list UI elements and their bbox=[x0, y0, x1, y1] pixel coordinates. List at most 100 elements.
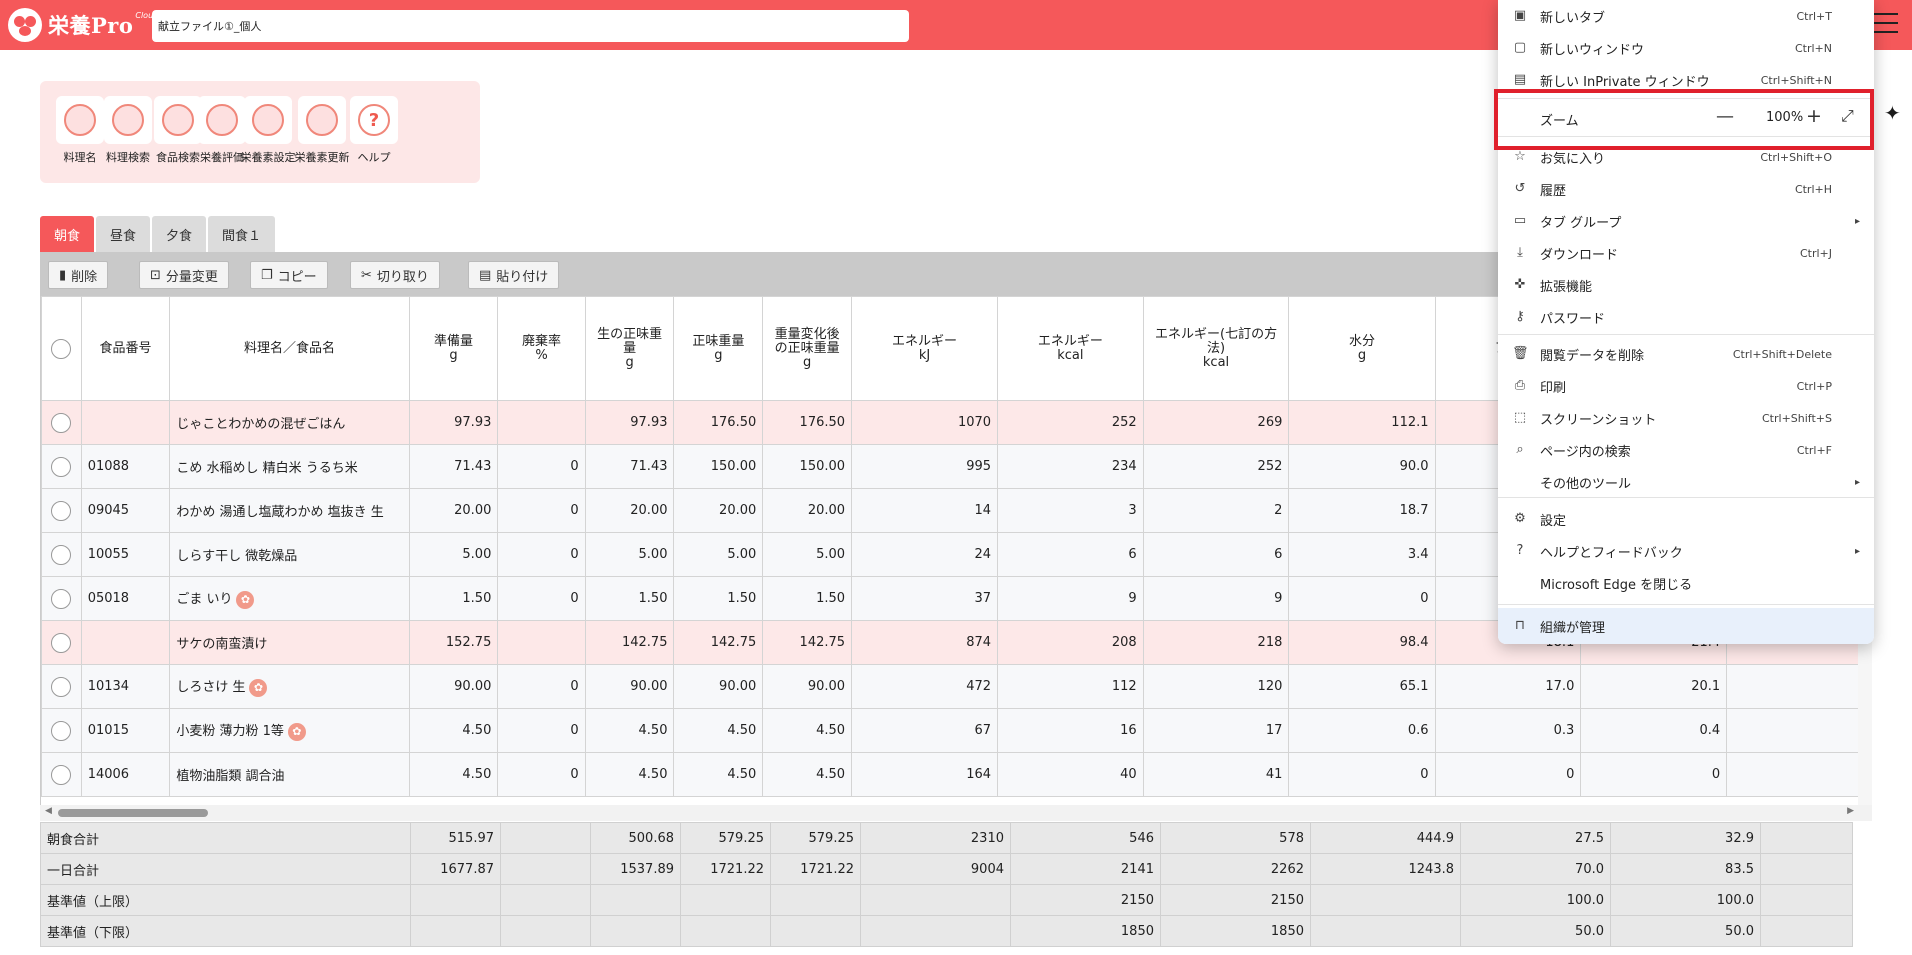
hamburger-menu-icon[interactable] bbox=[1872, 13, 1898, 35]
value-cell[interactable]: 0 bbox=[497, 752, 586, 797]
value-cell[interactable]: 234 bbox=[997, 444, 1144, 489]
value-cell[interactable]: 0.4 bbox=[1580, 708, 1728, 753]
value-cell[interactable]: 17 bbox=[1142, 708, 1290, 753]
value-cell[interactable]: 142.75 bbox=[584, 620, 675, 665]
value-cell[interactable]: 4.50 bbox=[584, 752, 675, 797]
value-cell[interactable]: 252 bbox=[997, 400, 1144, 445]
row-radio[interactable] bbox=[51, 544, 72, 565]
app-logo[interactable]: 栄養Pro Cloud bbox=[8, 7, 158, 43]
value-cell[interactable]: 5.00 bbox=[584, 532, 675, 577]
scroll-left-icon[interactable]: ◀ bbox=[45, 806, 52, 816]
menu-item-extensions[interactable]: ✜ 拡張機能 bbox=[1498, 269, 1874, 301]
value-cell[interactable]: 0 bbox=[1288, 576, 1436, 621]
menu-item-history[interactable]: ↺ 履歴 Ctrl+H bbox=[1498, 173, 1874, 205]
column-header[interactable]: 廃棄率 % bbox=[497, 296, 586, 401]
fullscreen-icon[interactable]: ⤢ bbox=[1841, 106, 1854, 125]
value-cell[interactable]: 3 bbox=[997, 488, 1144, 533]
copy-button[interactable]: ❐ コピー bbox=[250, 261, 328, 289]
menu-item-tab-groups[interactable]: ▭ タブ グループ ▸ bbox=[1498, 205, 1874, 237]
food-name[interactable]: しらす干し 微乾燥品 bbox=[169, 532, 410, 577]
value-cell[interactable]: 20.00 bbox=[673, 488, 764, 533]
meal-tab-0[interactable]: 朝食 bbox=[40, 216, 95, 252]
value-cell[interactable]: 4.50 bbox=[673, 752, 764, 797]
food-name[interactable]: じゃことわかめの混ぜごはん bbox=[169, 400, 410, 445]
value-cell[interactable]: 176.50 bbox=[673, 400, 764, 445]
food-name[interactable]: しろさけ 生 ✿ bbox=[169, 664, 410, 709]
menu-item-passwords[interactable]: ⚷ パスワード bbox=[1498, 301, 1874, 333]
food-name[interactable]: サケの南蛮漬け bbox=[169, 620, 410, 665]
value-cell[interactable]: 98.4 bbox=[1288, 620, 1436, 665]
value-cell[interactable]: 90.00 bbox=[408, 664, 499, 709]
value-cell[interactable]: 0.3 bbox=[1434, 708, 1582, 753]
value-cell[interactable]: 6 bbox=[1142, 532, 1290, 577]
paste-button[interactable]: ▤ 貼り付け bbox=[468, 261, 560, 289]
menu-item-new-inprivate[interactable]: ▤ 新しい InPrivate ウィンドウ Ctrl+Shift+N bbox=[1498, 64, 1874, 96]
value-cell[interactable]: 0 bbox=[497, 444, 586, 489]
column-header[interactable]: 生の正味重 量 g bbox=[584, 296, 675, 401]
value-cell[interactable]: 0 bbox=[497, 708, 586, 753]
value-cell[interactable]: 1.50 bbox=[408, 576, 499, 621]
value-cell[interactable]: 97.93 bbox=[408, 400, 499, 445]
value-cell[interactable]: 120 bbox=[1142, 664, 1290, 709]
value-cell[interactable]: 112 bbox=[997, 664, 1144, 709]
value-cell[interactable]: 4.50 bbox=[762, 708, 853, 753]
column-header[interactable]: 準備量 g bbox=[408, 296, 499, 401]
copilot-sparkle-icon[interactable]: ✦ bbox=[1884, 101, 1901, 125]
value-cell[interactable]: 17.0 bbox=[1434, 664, 1582, 709]
value-cell[interactable]: 112.1 bbox=[1288, 400, 1436, 445]
value-cell[interactable]: 41 bbox=[1142, 752, 1290, 797]
value-cell[interactable]: 142.75 bbox=[762, 620, 853, 665]
value-cell[interactable]: 20.00 bbox=[408, 488, 499, 533]
value-cell[interactable]: 152.75 bbox=[408, 620, 499, 665]
value-cell[interactable]: 0.6 bbox=[1288, 708, 1436, 753]
row-radio[interactable] bbox=[51, 500, 72, 521]
value-cell[interactable]: 20.00 bbox=[584, 488, 675, 533]
meal-tab-2[interactable]: 夕食 bbox=[152, 216, 207, 252]
value-cell[interactable]: 24 bbox=[851, 532, 999, 577]
value-cell[interactable]: 150.00 bbox=[762, 444, 853, 489]
value-cell[interactable]: 6 bbox=[997, 532, 1144, 577]
menu-item-find-on-page[interactable]: ⌕ ページ内の検索 Ctrl+F bbox=[1498, 434, 1874, 466]
value-cell[interactable]: 1.50 bbox=[673, 576, 764, 621]
menu-item-favorites[interactable]: ☆ お気に入り Ctrl+Shift+O bbox=[1498, 141, 1874, 173]
value-cell[interactable]: 20.1 bbox=[1580, 664, 1728, 709]
tool-dish-search[interactable]: 料理検索 bbox=[96, 96, 160, 165]
value-cell[interactable]: 3.4 bbox=[1288, 532, 1436, 577]
menu-item-help-feedback[interactable]: ? ヘルプとフィードバック ▸ bbox=[1498, 535, 1874, 567]
value-cell[interactable]: 0 bbox=[1434, 752, 1582, 797]
value-cell[interactable]: 4.50 bbox=[408, 752, 499, 797]
food-row[interactable]: 10134 しろさけ 生 ✿ 90.00 0 90.00 90.00 90.00 472 112 1… bbox=[41, 664, 1872, 709]
value-cell[interactable] bbox=[1726, 708, 1872, 753]
value-cell[interactable] bbox=[1726, 664, 1872, 709]
tool-nutrition-eval[interactable]: 栄養評価 bbox=[190, 96, 254, 165]
value-cell[interactable]: 995 bbox=[851, 444, 999, 489]
value-cell[interactable]: 2 bbox=[1142, 488, 1290, 533]
value-cell[interactable]: 90.00 bbox=[584, 664, 675, 709]
tool-help[interactable]: ? ヘルプ bbox=[342, 96, 406, 165]
delete-button[interactable]: ▮ 削除 bbox=[48, 261, 109, 289]
tool-rice-ball[interactable]: 料理名 bbox=[48, 96, 112, 165]
value-cell[interactable]: 176.50 bbox=[762, 400, 853, 445]
menu-item-downloads[interactable]: ⤓ ダウンロード Ctrl+J bbox=[1498, 237, 1874, 269]
food-name[interactable]: 小麦粉 薄力粉 1等 ✿ bbox=[169, 708, 410, 753]
meal-tab-3[interactable]: 間食１ bbox=[208, 216, 276, 252]
value-cell[interactable]: 4.50 bbox=[408, 708, 499, 753]
value-cell[interactable]: 0 bbox=[497, 576, 586, 621]
value-cell[interactable]: 71.43 bbox=[584, 444, 675, 489]
food-name[interactable]: ごま いり ✿ bbox=[169, 576, 410, 621]
row-radio[interactable] bbox=[51, 588, 72, 609]
column-header[interactable]: エネルギー(七訂の方 法) kcal bbox=[1142, 296, 1290, 401]
food-name[interactable]: わかめ 湯通し塩蔵わかめ 塩抜き 生 bbox=[169, 488, 410, 533]
value-cell[interactable]: 16 bbox=[997, 708, 1144, 753]
column-header[interactable]: 食品番号 bbox=[80, 296, 171, 401]
row-radio[interactable] bbox=[51, 676, 72, 697]
value-cell[interactable]: 9 bbox=[997, 576, 1144, 621]
value-cell[interactable]: 0 bbox=[497, 488, 586, 533]
value-cell[interactable]: 164 bbox=[851, 752, 999, 797]
food-row[interactable]: 01015 小麦粉 薄力粉 1等 ✿ 4.50 0 4.50 4.50 4.50 67 16 17 0… bbox=[41, 708, 1872, 753]
value-cell[interactable]: 5.00 bbox=[673, 532, 764, 577]
value-cell[interactable]: 90.0 bbox=[1288, 444, 1436, 489]
value-cell[interactable]: 71.43 bbox=[408, 444, 499, 489]
value-cell[interactable]: 0 bbox=[1288, 752, 1436, 797]
select-all-radio[interactable] bbox=[51, 338, 72, 359]
